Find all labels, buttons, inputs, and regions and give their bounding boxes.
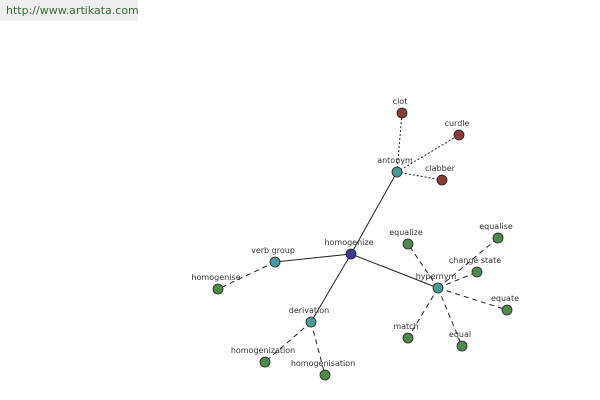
- edge: [396, 134, 460, 173]
- node: [402, 238, 414, 250]
- node: [319, 369, 331, 381]
- node-label: homogenization: [231, 346, 295, 355]
- node: [492, 232, 504, 244]
- edge: [437, 271, 478, 289]
- node-label: hypernym: [416, 272, 457, 281]
- node-label: homogenisation: [291, 359, 355, 368]
- edge: [437, 287, 508, 311]
- node-label: clot: [393, 97, 408, 106]
- node: [391, 166, 403, 178]
- edge: [350, 253, 439, 289]
- node: [456, 340, 468, 352]
- node-label: homogenize: [324, 238, 373, 247]
- node: [436, 174, 448, 186]
- edge: [407, 287, 439, 339]
- node: [259, 356, 271, 368]
- edge: [407, 243, 439, 289]
- node-label: equate: [491, 294, 519, 303]
- node-label: change state: [449, 256, 501, 265]
- node-label: homogenise: [191, 273, 240, 282]
- node: [396, 107, 408, 119]
- node: [402, 332, 414, 344]
- node-label: derivation: [289, 306, 329, 315]
- node: [269, 256, 281, 268]
- node-label: curdle: [445, 119, 470, 128]
- node: [305, 316, 317, 328]
- node: [453, 129, 465, 141]
- edge: [437, 237, 499, 289]
- site-url[interactable]: http://www.artikata.com: [0, 0, 139, 21]
- edge: [217, 261, 276, 290]
- node-label: equalize: [389, 228, 423, 237]
- node-label: equal: [449, 330, 471, 339]
- edge: [274, 253, 352, 263]
- edge: [264, 321, 312, 363]
- edge: [396, 112, 403, 173]
- node: [501, 304, 513, 316]
- node-label: antonym: [377, 156, 413, 165]
- node-label: verb group: [251, 246, 295, 255]
- edge: [437, 287, 463, 347]
- edge: [310, 253, 352, 323]
- node-label: clabber: [425, 164, 456, 173]
- node-label: equalise: [479, 222, 513, 231]
- node-label: match: [393, 322, 418, 331]
- edge: [350, 171, 398, 255]
- edge: [396, 171, 443, 181]
- node: [345, 248, 357, 260]
- node: [471, 266, 483, 278]
- edge: [310, 321, 326, 376]
- node: [212, 283, 224, 295]
- node: [432, 282, 444, 294]
